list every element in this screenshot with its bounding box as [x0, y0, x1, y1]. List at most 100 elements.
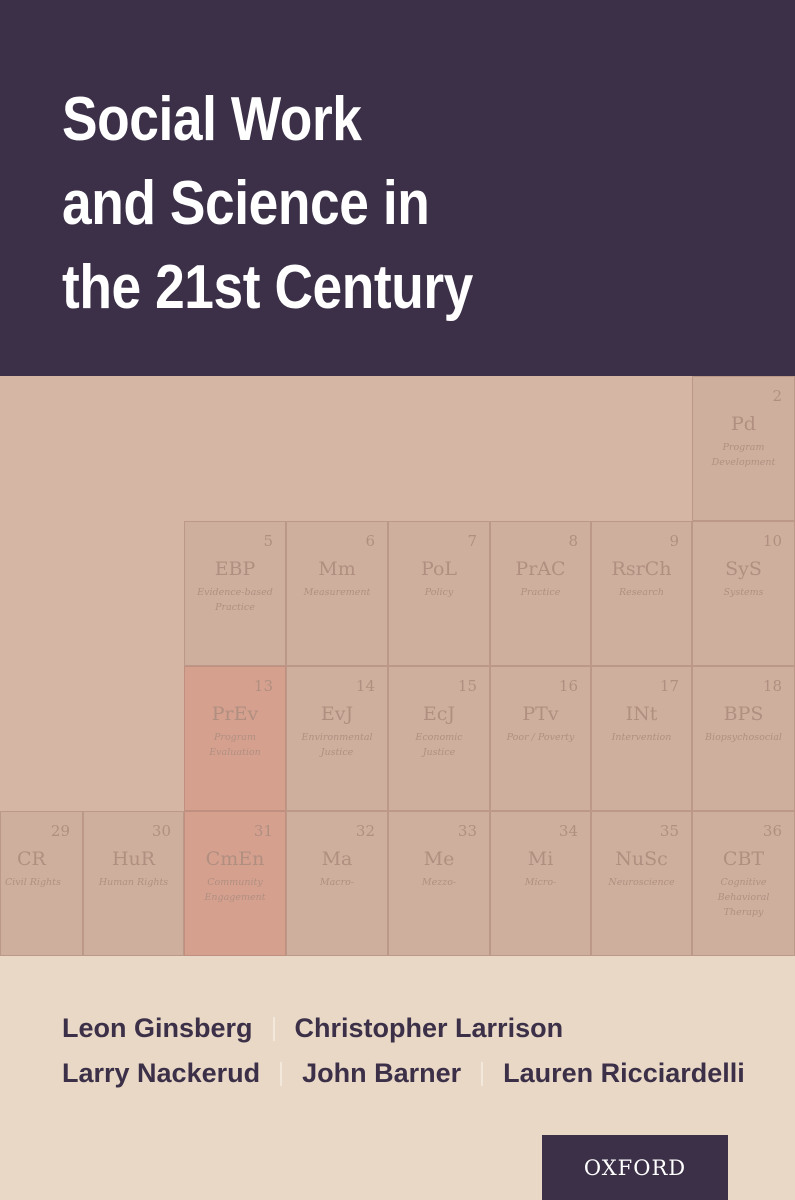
element-cell: 36 CBT Cognitive Behavioral Therapy: [692, 811, 795, 956]
element-cell: 34 Mi Micro-: [490, 811, 591, 956]
element-cell: 10 SyS Systems: [692, 521, 795, 666]
element-number: 32: [355, 822, 375, 840]
element-symbol: EBP: [214, 558, 256, 580]
element-number: 18: [762, 677, 782, 695]
title-line-1: Social Work: [62, 85, 362, 154]
book-title: Social Work and Science in the 21st Cent…: [62, 78, 473, 330]
element-number: 29: [50, 822, 70, 840]
element-symbol: HuR: [111, 848, 156, 870]
element-symbol: Ma: [321, 848, 353, 870]
element-cell: 35 NuSc Neuroscience: [591, 811, 692, 956]
element-cell: 6 Mm Measurement: [286, 521, 388, 666]
element-symbol: Mm: [318, 558, 356, 580]
element-symbol: RsrCh: [611, 558, 672, 580]
element-symbol: CBT: [722, 848, 765, 870]
element-label: Environmental Justice: [301, 732, 373, 758]
element-symbol: EcJ: [422, 703, 456, 725]
element-cell: 29 CR Civil Rights: [0, 811, 83, 956]
element-symbol: CmEn: [205, 848, 265, 870]
title-band: Social Work and Science in the 21st Cent…: [0, 0, 795, 376]
element-symbol: PrEv: [211, 703, 259, 725]
element-number: 31: [253, 822, 273, 840]
element-cell: 30 HuR Human Rights: [83, 811, 184, 956]
element-cell: 8 PrAC Practice: [490, 521, 591, 666]
element-number: 33: [457, 822, 477, 840]
author-row: Larry Nackerud John Barner Lauren Riccia…: [62, 1051, 745, 1096]
element-symbol: CR: [17, 848, 46, 870]
element-cell: 5 EBP Evidence-based Practice: [184, 521, 286, 666]
element-number: 10: [762, 532, 782, 550]
element-label: Economic Justice: [415, 732, 463, 758]
element-label: Intervention: [611, 732, 672, 743]
element-number: 36: [762, 822, 782, 840]
element-number: 8: [568, 532, 578, 550]
publisher-logo: OXFORD: [542, 1135, 728, 1200]
publisher-name: OXFORD: [583, 1155, 687, 1180]
element-number: 15: [457, 677, 477, 695]
element-symbol: EvJ: [320, 703, 354, 725]
element-label: Poor / Poverty: [506, 732, 575, 743]
element-cell-highlighted: 13 PrEv Program Evaluation: [184, 666, 286, 811]
element-number: 16: [558, 677, 578, 695]
title-line-3: the 21st Century: [62, 253, 473, 322]
element-label: Policy: [424, 587, 454, 598]
element-number: 14: [355, 677, 375, 695]
author-separator: [280, 1061, 283, 1086]
element-cell: 2 Pd Program Development: [692, 376, 795, 521]
author-name: Lauren Ricciardelli: [503, 1058, 745, 1088]
author-name: Larry Nackerud: [62, 1058, 261, 1088]
element-symbol: BPS: [723, 703, 764, 725]
element-label: Community Engagement: [204, 877, 266, 903]
element-label: Macro-: [319, 877, 355, 888]
element-label: Micro-: [524, 877, 557, 888]
element-number: 13: [253, 677, 273, 695]
element-symbol: PTv: [522, 703, 559, 725]
element-cell: 32 Ma Macro-: [286, 811, 388, 956]
author-separator: [481, 1061, 484, 1086]
element-cell: 17 INt Intervention: [591, 666, 692, 811]
element-symbol: PoL: [420, 558, 458, 580]
element-label: Measurement: [303, 587, 371, 598]
element-cell: 7 PoL Policy: [388, 521, 490, 666]
element-label: Biopsychosocial: [705, 732, 782, 743]
element-number: 30: [151, 822, 171, 840]
author-separator: [272, 1016, 275, 1041]
element-symbol: SyS: [725, 558, 762, 580]
element-label: Systems: [723, 587, 764, 598]
element-cell: 14 EvJ Environmental Justice: [286, 666, 388, 811]
element-number: 34: [558, 822, 578, 840]
element-label: Human Rights: [98, 877, 169, 888]
element-cell: 18 BPS Biopsychosocial: [692, 666, 795, 811]
element-cell: 16 PTv Poor / Poverty: [490, 666, 591, 811]
element-cell: 9 RsrCh Research: [591, 521, 692, 666]
element-number: 5: [263, 532, 273, 550]
element-cell: 33 Me Mezzo-: [388, 811, 490, 956]
element-symbol: Mi: [527, 848, 554, 870]
element-label: Cognitive Behavioral Therapy: [717, 877, 770, 918]
element-label: Practice: [520, 587, 561, 598]
element-number: 9: [669, 532, 679, 550]
element-number: 35: [659, 822, 679, 840]
element-symbol: NuSc: [615, 848, 668, 870]
author-name: Christopher Larrison: [294, 1013, 564, 1043]
author-name: Leon Ginsberg: [62, 1013, 253, 1043]
element-symbol: INt: [625, 703, 658, 725]
element-label: Mezzo-: [421, 877, 457, 888]
element-number: 7: [467, 532, 477, 550]
element-label: Evidence-based Practice: [197, 587, 273, 613]
element-label: Neuroscience: [608, 877, 675, 888]
element-number: 6: [365, 532, 375, 550]
element-cell-highlighted: 31 CmEn Community Engagement: [184, 811, 286, 956]
element-symbol: Me: [423, 848, 455, 870]
periodic-table-graphic: 2 Pd Program Development 5 EBP Evidence-…: [0, 376, 795, 956]
element-label: Program Evaluation: [209, 732, 261, 758]
element-label: Program Development: [711, 442, 776, 468]
element-symbol: Pd: [731, 413, 756, 435]
element-label: Civil Rights: [5, 877, 61, 888]
element-symbol: PrAC: [515, 558, 566, 580]
author-row: Leon Ginsberg Christopher Larrison: [62, 1006, 745, 1051]
author-name: John Barner: [302, 1058, 462, 1088]
element-number: 17: [659, 677, 679, 695]
element-number: 2: [772, 387, 782, 405]
